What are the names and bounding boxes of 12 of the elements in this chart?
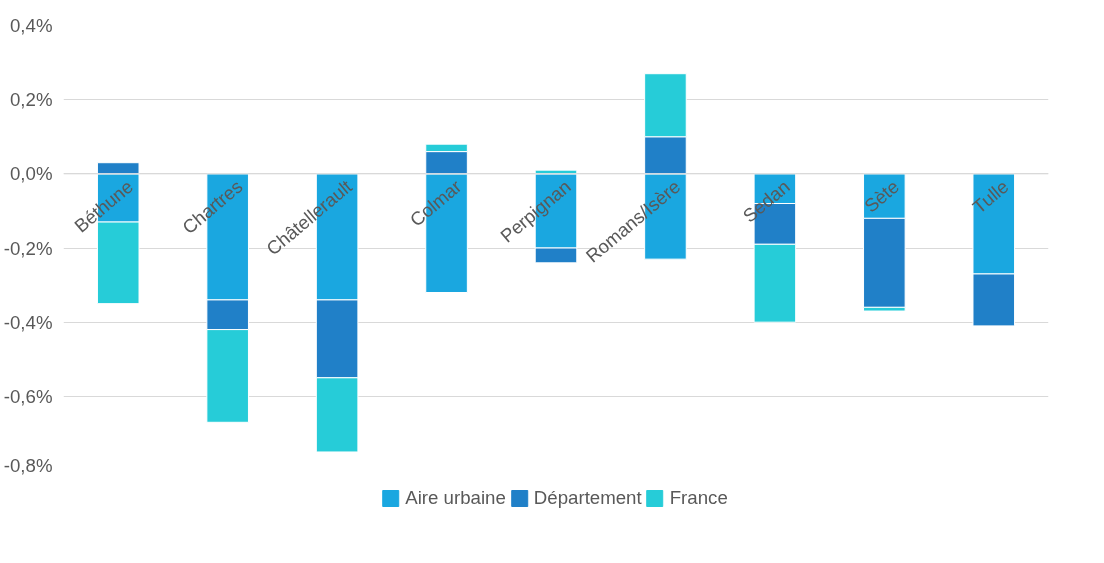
- legend-label: France: [669, 486, 728, 509]
- y-tick-label: -0,8%: [3, 454, 53, 476]
- y-tick-label: -0,6%: [3, 385, 53, 407]
- legend-label: Aire urbaine: [405, 486, 506, 509]
- x-tick-label: Tulle: [968, 175, 1013, 218]
- y-tick-label: -0,2%: [3, 237, 53, 259]
- y-tick-label: 0,2%: [9, 89, 53, 111]
- y-tick-label: 0,0%: [9, 163, 53, 185]
- x-tick-label: Sète: [860, 175, 904, 217]
- y-tick-label: 0,4%: [9, 15, 53, 36]
- y-tick-label: -0,4%: [3, 311, 53, 333]
- legend-label: Département: [533, 486, 642, 509]
